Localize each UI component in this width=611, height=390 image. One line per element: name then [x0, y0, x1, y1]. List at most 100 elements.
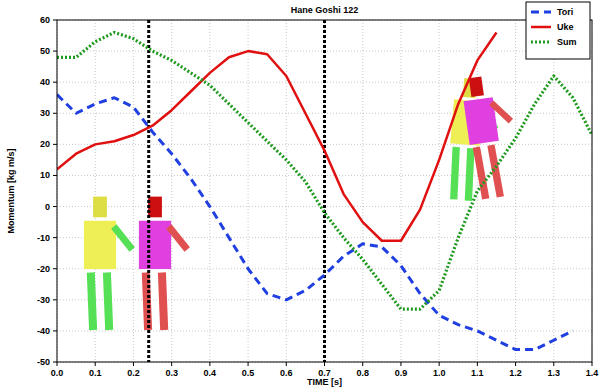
grid-line	[477, 20, 478, 362]
tick	[400, 362, 401, 366]
tick-label: 0.0	[51, 368, 64, 378]
leg	[91, 273, 93, 331]
tick-label: 40	[40, 77, 50, 87]
tick-label: -10	[37, 233, 50, 243]
tick-label: -30	[37, 295, 50, 305]
tick	[53, 237, 57, 238]
grid-line	[553, 20, 554, 362]
tick	[133, 362, 134, 366]
legend-swatch	[531, 40, 551, 43]
y-axis-label: Momentum [kg m/s]	[6, 148, 16, 233]
tick	[53, 51, 57, 52]
legend: Tori Uke Sum	[526, 2, 590, 59]
legend-swatch	[531, 26, 551, 29]
tick-label: 0.2	[127, 368, 140, 378]
legend-box	[526, 2, 590, 59]
tick	[171, 362, 172, 366]
tick-label: 1.2	[509, 368, 522, 378]
grid-line	[362, 20, 363, 362]
arm	[491, 100, 511, 123]
tick-label: 1.0	[433, 368, 446, 378]
tick-label: -40	[37, 326, 50, 336]
grid-line	[400, 20, 401, 362]
tick-label: 1.4	[586, 368, 599, 378]
figure	[139, 197, 187, 330]
event-line	[147, 20, 150, 362]
grid-line	[133, 20, 134, 362]
tick	[592, 362, 593, 366]
tick	[53, 268, 57, 269]
grid-line	[286, 20, 287, 362]
title: Hane Goshi 122	[291, 5, 359, 15]
tick-label: 60	[40, 15, 50, 25]
grid-line	[515, 20, 516, 362]
tick	[477, 362, 478, 366]
tick-label: 30	[40, 108, 50, 118]
tick	[515, 362, 516, 366]
tick-label: 0.3	[165, 368, 178, 378]
figure	[445, 77, 500, 202]
tick	[53, 20, 57, 21]
tick	[53, 113, 57, 114]
tick-label: 0	[45, 202, 50, 212]
tick	[57, 362, 58, 366]
tick-label: 0.9	[395, 368, 408, 378]
tick	[324, 362, 325, 366]
leg	[491, 145, 500, 197]
tick	[53, 206, 57, 207]
legend-swatch	[531, 11, 551, 14]
tick	[286, 362, 287, 366]
background	[0, 0, 611, 390]
tick	[53, 175, 57, 176]
tick-label: -50	[37, 357, 50, 367]
leg	[162, 273, 164, 331]
tick	[53, 144, 57, 145]
tick-label: 0.4	[204, 368, 217, 378]
grid-line	[171, 20, 172, 362]
tick	[209, 362, 210, 366]
tick	[53, 82, 57, 83]
tick	[53, 362, 57, 363]
tick	[95, 362, 96, 366]
series-line	[57, 32, 592, 309]
tick	[53, 299, 57, 300]
tick-label: -20	[37, 264, 50, 274]
leg	[466, 148, 473, 200]
figure	[84, 197, 132, 330]
leg	[452, 147, 459, 199]
tick-label: 1.1	[471, 368, 484, 378]
figure	[460, 73, 521, 200]
tick-label: 1.3	[548, 368, 561, 378]
plot-frame	[57, 20, 592, 362]
grid-line	[439, 20, 440, 362]
head	[93, 197, 107, 218]
tick	[439, 362, 440, 366]
tick	[553, 362, 554, 366]
plot-area	[57, 20, 592, 362]
tick	[248, 362, 249, 366]
tick-label: 0.1	[89, 368, 102, 378]
grid-line	[324, 20, 325, 362]
x-axis-label: TIME [s]	[307, 377, 342, 387]
series-line	[57, 32, 496, 240]
legend-label: Uke	[557, 22, 574, 32]
head	[469, 77, 484, 97]
tick-label: 50	[40, 46, 50, 56]
tick-label: 0.5	[242, 368, 255, 378]
arm	[169, 227, 187, 250]
grid-line	[248, 20, 249, 362]
event-line	[323, 20, 326, 362]
tick-label: 10	[40, 170, 50, 180]
arm	[114, 227, 132, 250]
tick	[362, 362, 363, 366]
tick-label: 0.6	[280, 368, 293, 378]
torso	[84, 221, 116, 269]
legend-label: Tori	[557, 7, 573, 17]
tick	[53, 330, 57, 331]
tick-label: 20	[40, 139, 50, 149]
torso	[139, 221, 171, 269]
legend-label: Sum	[557, 37, 577, 47]
leg	[107, 273, 109, 331]
leg	[476, 147, 485, 199]
tick-label: 0.8	[356, 368, 369, 378]
